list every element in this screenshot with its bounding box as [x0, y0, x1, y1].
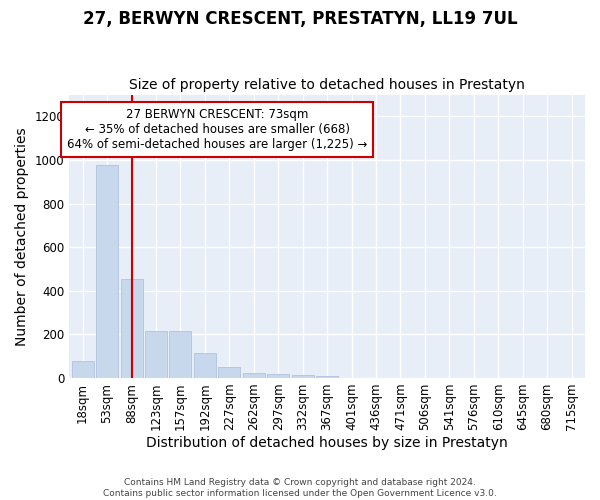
- Bar: [121, 279, 143, 378]
- Bar: [96, 166, 118, 378]
- Bar: [316, 376, 338, 378]
- Bar: [292, 374, 314, 378]
- Bar: [194, 353, 216, 378]
- Text: 27 BERWYN CRESCENT: 73sqm
← 35% of detached houses are smaller (668)
64% of semi: 27 BERWYN CRESCENT: 73sqm ← 35% of detac…: [67, 108, 367, 150]
- Y-axis label: Number of detached properties: Number of detached properties: [15, 127, 29, 346]
- Bar: [169, 331, 191, 378]
- X-axis label: Distribution of detached houses by size in Prestatyn: Distribution of detached houses by size …: [146, 436, 508, 450]
- Text: Contains HM Land Registry data © Crown copyright and database right 2024.
Contai: Contains HM Land Registry data © Crown c…: [103, 478, 497, 498]
- Bar: [243, 372, 265, 378]
- Text: 27, BERWYN CRESCENT, PRESTATYN, LL19 7UL: 27, BERWYN CRESCENT, PRESTATYN, LL19 7UL: [83, 10, 517, 28]
- Bar: [218, 367, 240, 378]
- Bar: [71, 360, 94, 378]
- Bar: [145, 331, 167, 378]
- Title: Size of property relative to detached houses in Prestatyn: Size of property relative to detached ho…: [129, 78, 525, 92]
- Bar: [267, 374, 289, 378]
